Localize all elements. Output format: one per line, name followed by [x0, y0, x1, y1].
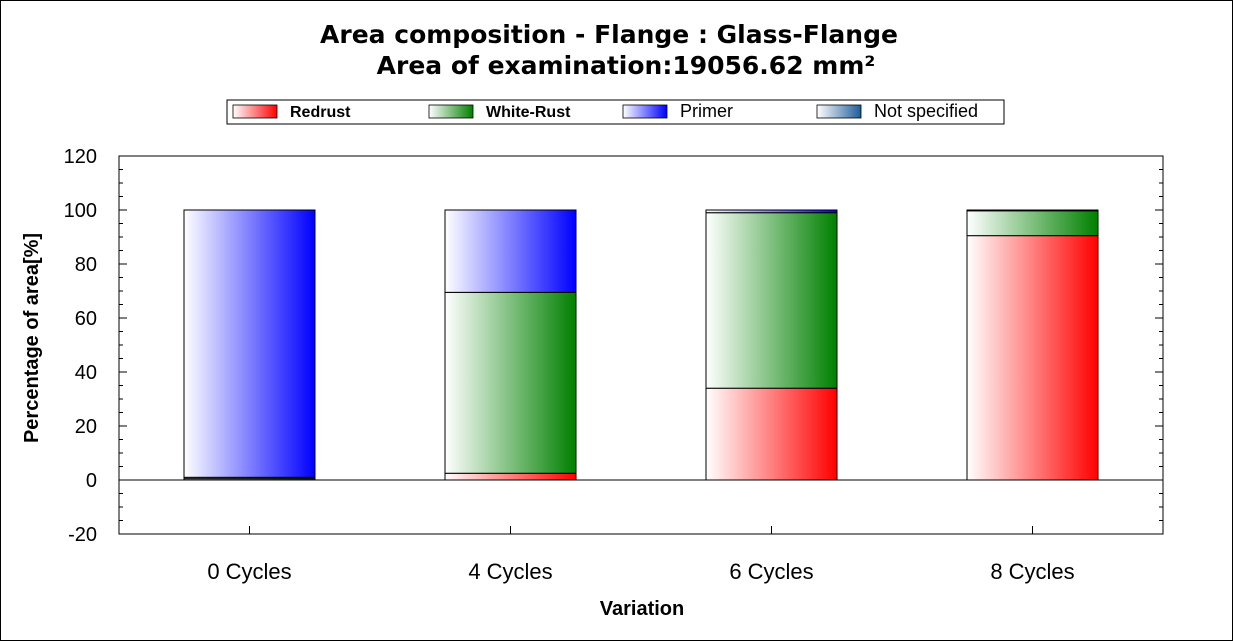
bar-primer-0 [183, 209, 316, 478]
y-tick-label: 20 [75, 416, 97, 438]
y-tick-label: 80 [75, 254, 97, 276]
bar-redrust-1 [444, 472, 577, 481]
x-axis: 0 Cycles 4 Cycles 6 Cycles 8 Cycles [207, 526, 1075, 584]
legend-label-primer: Primer [680, 101, 733, 121]
bar-white-rust-3 [966, 210, 1099, 237]
y-tick-label: 100 [64, 200, 97, 222]
y-axis-label: Percentage of area[%] [21, 233, 43, 443]
bar-primer-1 [444, 209, 577, 293]
y-tick-label: -20 [68, 524, 97, 546]
plot-area: -20 0 20 40 60 80 100 120 0 Cycles 4 Cycles 6 Cyc… [64, 146, 1164, 584]
bar-white-rust-2 [705, 212, 838, 389]
bar-redrust-2 [705, 387, 838, 481]
bar-primer-2 [705, 209, 838, 214]
x-tick-label: 8 Cycles [990, 559, 1074, 584]
legend-label-white-rust: White-Rust [486, 104, 571, 121]
legend: Redrust White-Rust Primer Not specified [226, 99, 1005, 125]
legend-swatch-white-rust [428, 104, 474, 119]
legend-item-primer: Primer [622, 101, 733, 121]
y-tick-label: 120 [64, 146, 97, 168]
legend-swatch-not-specified [816, 104, 862, 119]
bars [183, 209, 1099, 481]
legend-swatch-primer [622, 104, 668, 119]
y-tick-label: 40 [75, 362, 97, 384]
legend-item-redrust: Redrust [232, 104, 351, 121]
legend-swatch-redrust [232, 104, 278, 119]
legend-item-white-rust: White-Rust [428, 104, 571, 121]
x-axis-label: Variation [600, 598, 684, 620]
legend-label-not-specified: Not specified [874, 101, 978, 121]
bar-redrust-3 [966, 235, 1099, 481]
y-tick-label: 60 [75, 308, 97, 330]
y-tick-label: 0 [86, 470, 97, 492]
chart-title: Area composition - Flange : Glass-Flange [320, 20, 898, 49]
bar-primer-3 [966, 209, 1099, 212]
legend-label-redrust: Redrust [290, 104, 351, 121]
x-tick-label: 0 Cycles [207, 559, 291, 584]
legend-item-not-specified: Not specified [816, 101, 978, 121]
x-tick-label: 4 Cycles [468, 559, 552, 584]
chart-subtitle: Area of examination:19056.62 mm² [377, 51, 876, 80]
legend-box [226, 99, 1005, 125]
x-tick-label: 6 Cycles [729, 559, 813, 584]
bar-white-rust-1 [444, 291, 577, 474]
